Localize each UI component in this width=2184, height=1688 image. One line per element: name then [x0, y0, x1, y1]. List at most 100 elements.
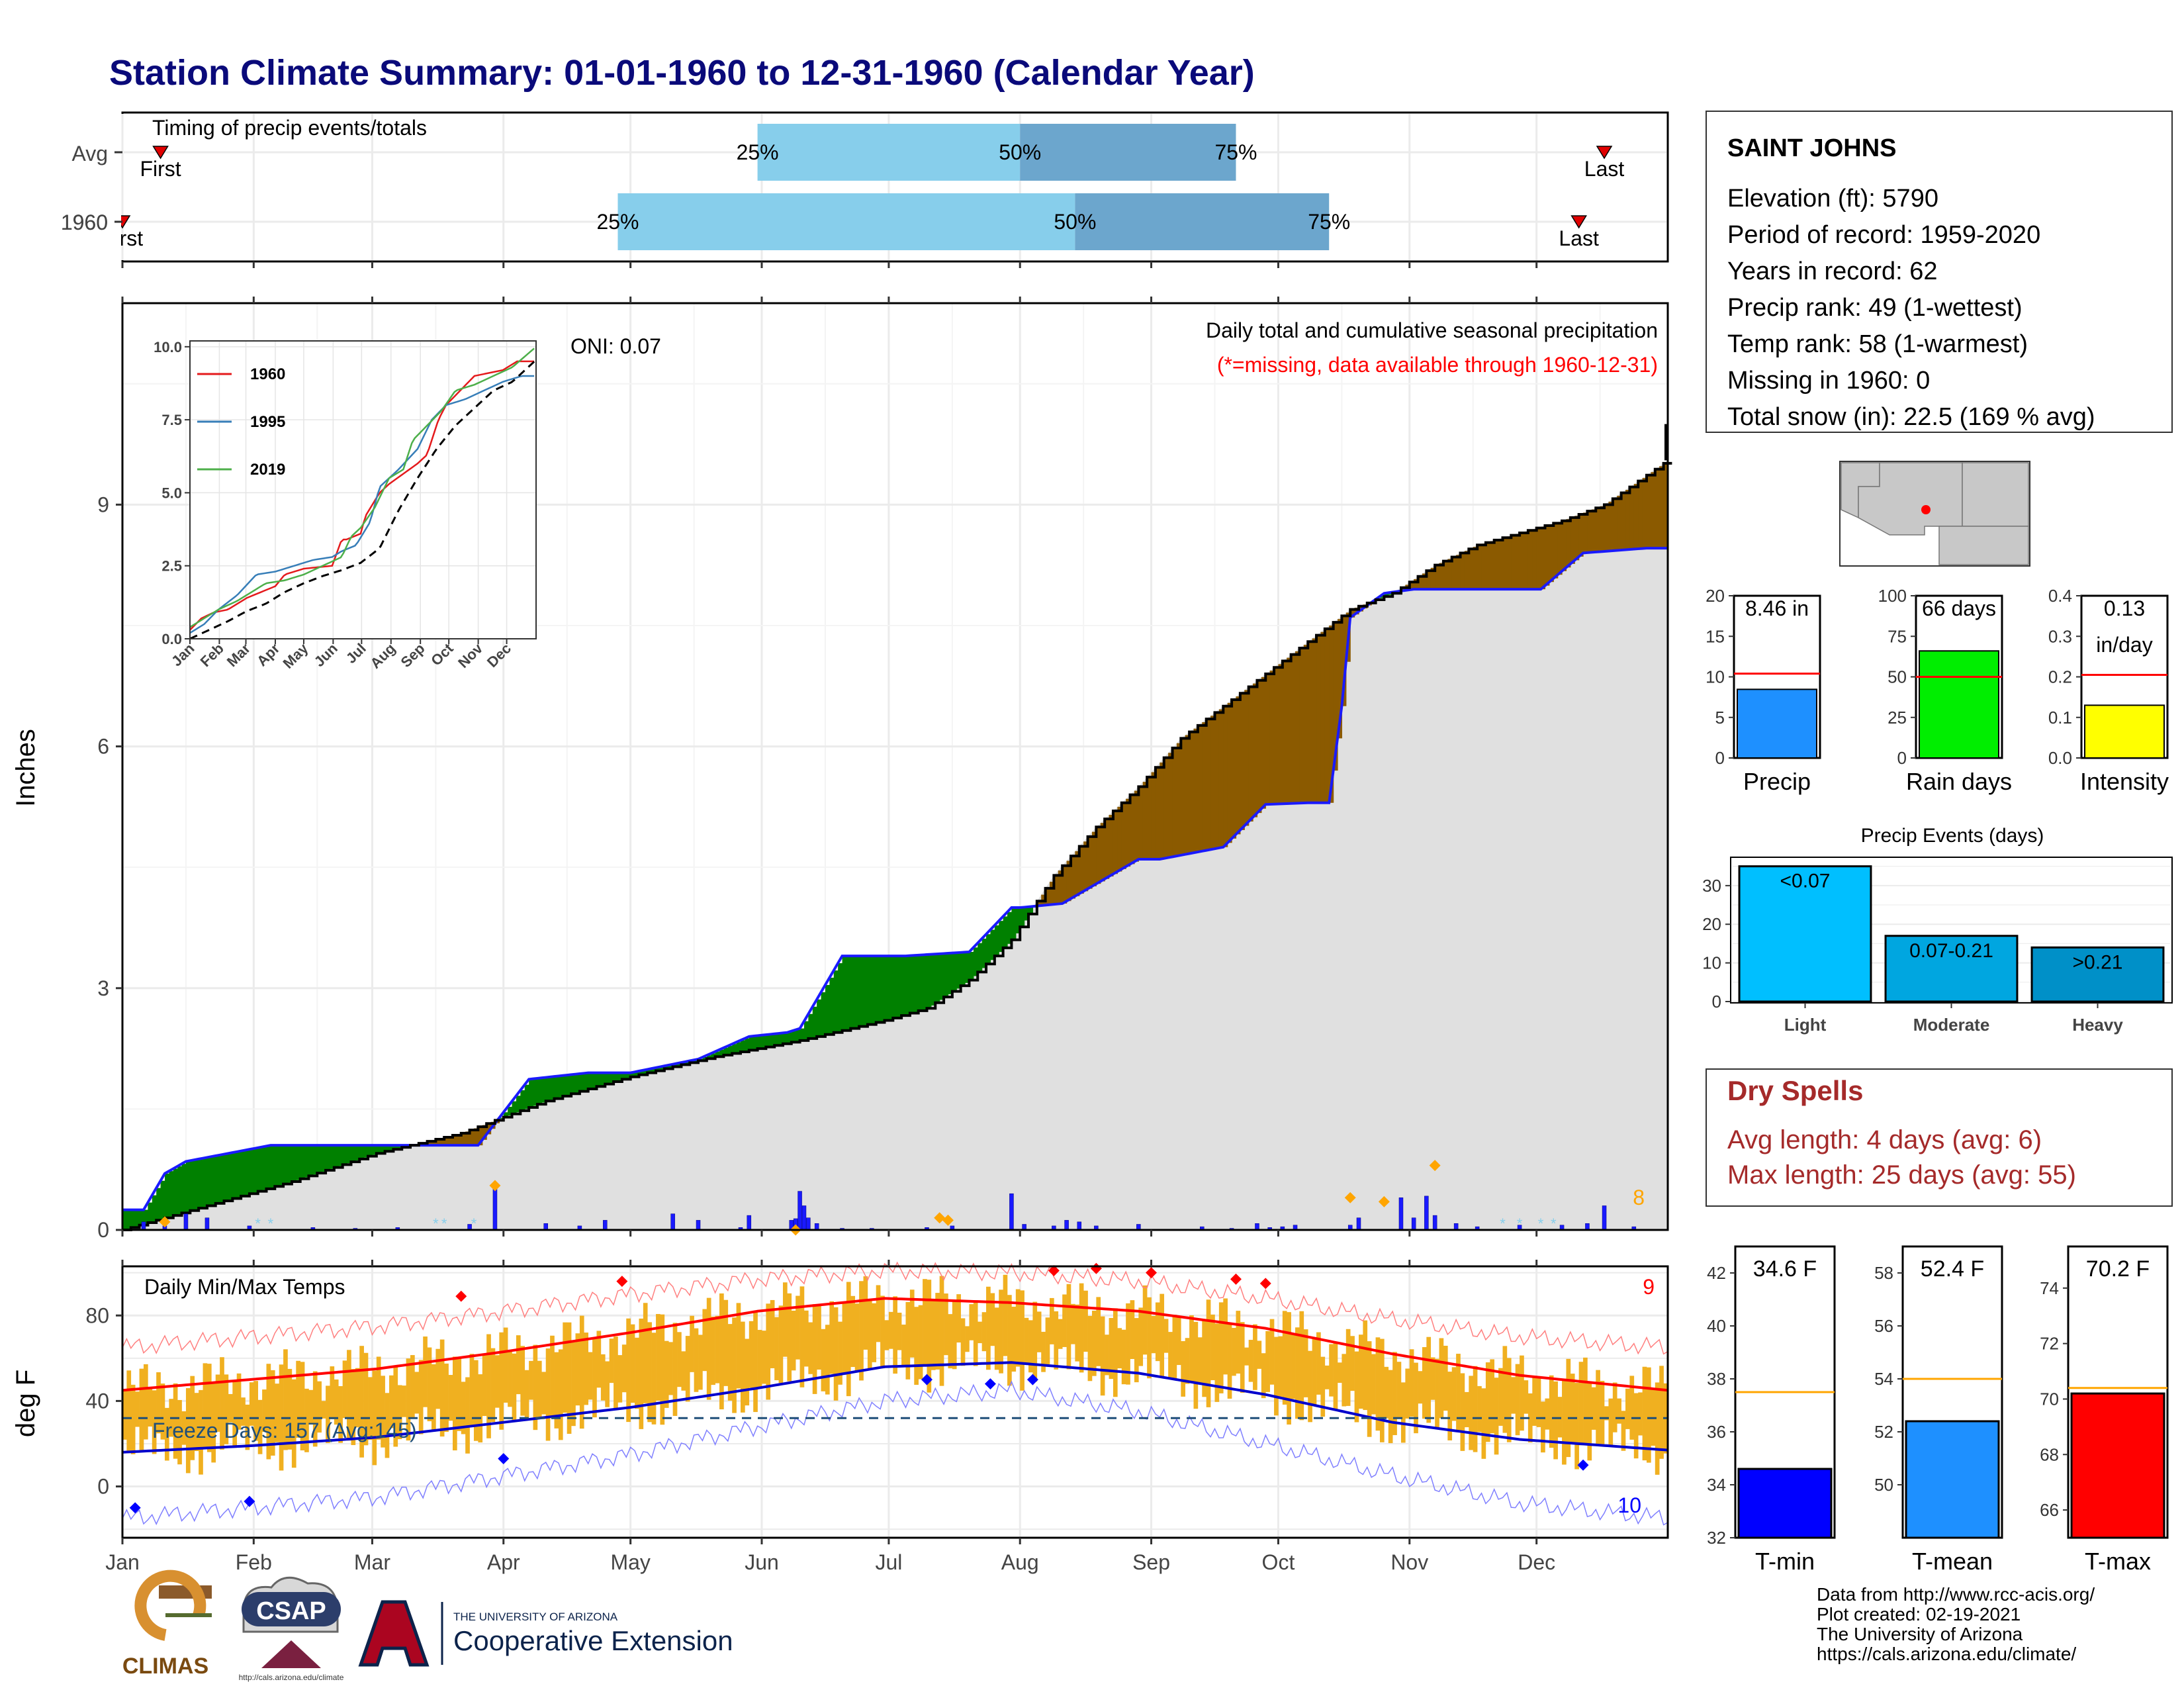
above-normal-fill [727, 1046, 733, 1055]
daily-temp-bar [1549, 1375, 1554, 1448]
daily-temp-bar [1062, 1294, 1067, 1347]
daily-temp-bar [1050, 1297, 1054, 1344]
daily-temp-bar [1045, 1317, 1050, 1364]
daily-temp-bar [1168, 1332, 1173, 1378]
daily-temp-bar [1562, 1378, 1567, 1465]
daily-temp-bar [1223, 1298, 1228, 1375]
below-normal-fill [1329, 625, 1334, 803]
daily-temp-bar [1642, 1366, 1647, 1461]
below-normal-fill [465, 1131, 471, 1146]
daily-temp-bar [803, 1310, 809, 1367]
below-normal-fill [1608, 501, 1614, 551]
temp-bar-tick-label: 40 [1707, 1316, 1726, 1336]
above-normal-fill [529, 1079, 534, 1107]
above-normal-fill [575, 1074, 580, 1093]
below-normal-fill [1430, 567, 1435, 590]
below-normal-fill [1062, 865, 1068, 904]
daily-temp-bar [609, 1338, 614, 1383]
daily-temp-bar [1600, 1381, 1605, 1445]
daily-temp-bar [185, 1388, 191, 1474]
daily-temp-bar [723, 1299, 729, 1386]
daily-temp-bar [854, 1303, 860, 1372]
daily-temp-bar [1269, 1319, 1275, 1385]
above-normal-fill [715, 1051, 720, 1057]
daily-precip-bar [1356, 1217, 1361, 1231]
daily-temp-bar [626, 1318, 631, 1423]
temp-bar-value-label: 52.4 F [1921, 1256, 1984, 1282]
daily-temp-bar [520, 1346, 525, 1416]
normal-cumulative-area [122, 460, 1668, 1230]
daily-precip-bar [1602, 1205, 1607, 1231]
daily-temp-bar [296, 1360, 300, 1438]
below-normal-fill [1320, 632, 1326, 803]
daily-temp-bar [969, 1304, 974, 1340]
daily-temp-bar [326, 1385, 330, 1443]
above-normal-fill [355, 1145, 360, 1160]
month-label: Apr [487, 1550, 520, 1574]
timing-last-marker [1596, 146, 1613, 160]
daily-temp-bar [1172, 1315, 1177, 1380]
daily-temp-bar [232, 1380, 238, 1448]
timing-p75-label: 75% [1214, 140, 1257, 164]
above-normal-fill [774, 1033, 780, 1046]
above-normal-fill [846, 956, 851, 1030]
daily-temp-bar [702, 1309, 707, 1372]
above-normal-fill [257, 1147, 263, 1192]
timing-title: Timing of precip events/totals [152, 116, 427, 140]
below-normal-fill [1066, 861, 1071, 902]
above-normal-fill [588, 1072, 593, 1089]
below-normal-fill [1663, 463, 1668, 549]
temp-bar-value [1737, 1468, 1833, 1539]
daily-temp-bar [1469, 1376, 1474, 1450]
mini-bar-tick-label: 0.4 [2048, 586, 2072, 606]
below-normal-fill [1460, 553, 1465, 590]
station-precip-rank: Precip rank: 49 (1-wettest) [1727, 294, 2023, 322]
above-normal-fill [621, 1072, 627, 1080]
daily-temp-bar [660, 1314, 665, 1425]
daily-temp-bar [1244, 1347, 1249, 1366]
above-normal-fill [990, 929, 995, 961]
daily-precip-bar [141, 1221, 146, 1231]
daily-temp-bar [787, 1293, 792, 1382]
daily-temp-bar [461, 1382, 466, 1434]
cumulative-1960-line [122, 547, 1668, 1211]
above-normal-fill [948, 953, 953, 994]
precip-y-tick-label: 6 [97, 735, 109, 759]
daily-temp-bar [203, 1363, 208, 1448]
temp-y-axis: 0 40 80 [85, 1303, 122, 1499]
below-normal-fill [1206, 719, 1211, 851]
above-normal-fill [385, 1145, 390, 1152]
mini-bar-tick-label: 50 [1888, 667, 1907, 687]
above-normal-fill [177, 1166, 183, 1215]
below-normal-fill [1050, 882, 1054, 905]
mini-bar-value [1919, 650, 1999, 759]
above-normal-fill [736, 1042, 741, 1053]
daily-temp-bar [867, 1300, 872, 1369]
mini-bar-precip: 0 5 10 15 20 8.46 in Precip [1706, 586, 1821, 795]
above-normal-fill [199, 1158, 204, 1209]
below-normal-fill [1557, 522, 1563, 575]
cumulative-normal-line [122, 461, 1672, 1231]
above-normal-fill [939, 953, 944, 1000]
inset-legend-label: 1960 [250, 365, 285, 383]
above-normal-fill [630, 1072, 635, 1077]
above-normal-fill [757, 1035, 762, 1049]
daily-temp-bar [1248, 1340, 1253, 1382]
daily-temp-bar [482, 1354, 487, 1417]
below-normal-fill [1435, 565, 1440, 590]
mini-bar-tick-label: 75 [1888, 626, 1907, 646]
month-label: Jul [875, 1550, 902, 1574]
daily-temp-bar [1126, 1303, 1130, 1385]
temp-bar-label: T-min [1755, 1548, 1815, 1575]
above-normal-fill [668, 1064, 674, 1068]
daily-temp-bar [1379, 1338, 1385, 1442]
month-label: Mar [354, 1550, 390, 1574]
above-normal-fill [164, 1173, 169, 1218]
station-years: Years in record: 62 [1727, 258, 1938, 285]
footer-url: https://cals.arizona.edu/climate/ [1817, 1644, 2076, 1664]
daily-temp-bar [1007, 1295, 1012, 1386]
daily-temp-bar [1329, 1344, 1334, 1397]
above-normal-fill [135, 1209, 140, 1227]
below-normal-fill [1197, 725, 1203, 853]
